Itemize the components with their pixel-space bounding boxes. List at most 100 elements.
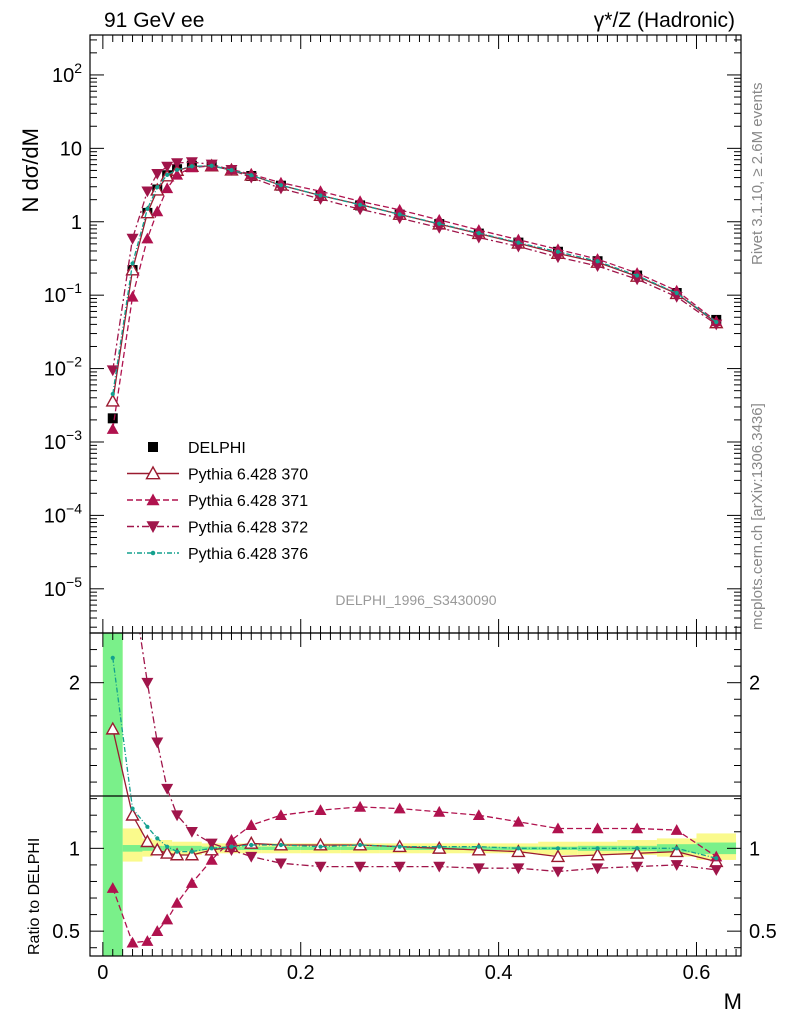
main-point-p370 (140, 205, 155, 219)
ratio-point-p370 (511, 844, 526, 858)
ratio-point-p376 (155, 836, 160, 841)
main-point-p376 (476, 231, 481, 236)
ratio-point-p370 (169, 847, 185, 861)
main-frame (89, 34, 742, 634)
ratio-point-p372 (433, 861, 446, 873)
ratio-point-p372 (274, 858, 287, 870)
ratio-point-p370 (184, 847, 200, 861)
main-point-p376 (209, 163, 214, 168)
ratio-y-tick-label-right: 0.5 (749, 921, 777, 943)
main-point-p376 (249, 173, 254, 178)
ratio-x-tick-label: 0.4 (485, 962, 513, 984)
main-point-p372 (106, 365, 119, 377)
ratio-point-p371 (591, 822, 604, 834)
ratio-point-p376 (174, 849, 180, 854)
main-point-p376 (555, 249, 561, 254)
legend-item-p372: Pythia 6.428 372 (127, 520, 308, 537)
main-point-p371 (126, 290, 139, 302)
ratio-y-tick-label-right: 2 (749, 673, 760, 695)
ratio-point-p371 (106, 882, 119, 893)
legend-label: DELPHI (188, 440, 246, 457)
ratio-point-p370 (550, 849, 566, 863)
main-point-p376 (110, 391, 115, 397)
main-point-p371 (551, 243, 564, 255)
main-point-p371 (106, 423, 119, 434)
ratio-point-p376 (145, 824, 150, 829)
ratio-point-p372 (107, 264, 119, 275)
ratio-frame (89, 632, 742, 957)
ratio-point-p372 (127, 579, 139, 590)
legend-item-data: DELPHI (148, 440, 246, 457)
main-point-p371 (141, 232, 154, 244)
ratio-series-p376 (110, 655, 719, 861)
ratio-point-p376 (476, 844, 481, 849)
ratio-stat-band (102, 633, 123, 956)
ratio-point-p371 (171, 896, 184, 908)
main-y-tick-label: 10−5 (44, 574, 82, 601)
ratio-x-tick-label: 0 (97, 962, 108, 984)
main-point-p370 (125, 262, 140, 276)
main-point-p376 (714, 319, 719, 325)
ratio-point-p370 (159, 845, 175, 859)
ratio-y-tick-label: 1 (69, 838, 80, 860)
rivet-side-label: Rivet 3.1.10, ≥ 2.6M events (749, 83, 766, 266)
main-point-p372 (710, 319, 723, 331)
ratio-point-p371 (512, 815, 525, 827)
ratio-line-p376 (112, 657, 717, 859)
ratio-point-p376 (516, 846, 521, 851)
legend-marker (145, 465, 161, 480)
main-point-p371 (433, 213, 446, 225)
ratio-line-p372 (139, 633, 717, 873)
main-point-p376 (155, 185, 160, 190)
main-point-p372 (245, 172, 258, 184)
main-point-p372 (354, 204, 367, 216)
main-point-p371 (151, 205, 164, 217)
ratio-point-p371 (151, 925, 164, 936)
main-point-p376 (229, 168, 234, 173)
ratio-point-p371 (205, 853, 218, 865)
ratio-point-p376 (130, 806, 135, 811)
ratio-point-p372 (670, 860, 683, 871)
main-point-p372 (551, 252, 564, 264)
main-point-p371 (314, 185, 327, 197)
ratio-point-p370 (105, 721, 120, 735)
ratio-point-p372 (472, 863, 485, 875)
main-y-tick-label: 102 (52, 60, 82, 87)
ratio-x-tick-label: 0.6 (683, 962, 711, 984)
legend-item-p376: Pythia 6.428 376 (127, 546, 308, 563)
ratio-point-p370 (590, 847, 605, 861)
legend-label: Pythia 6.428 371 (188, 493, 308, 510)
main-point-p376 (437, 221, 442, 226)
ratio-point-p372 (151, 737, 164, 749)
ratio-point-p372 (591, 863, 604, 875)
legend-marker (146, 521, 160, 533)
ratio-point-p372 (171, 810, 184, 822)
ratio-point-p372 (225, 845, 238, 856)
main-point-p372 (512, 241, 525, 253)
main-point-p372 (171, 158, 184, 170)
main-line-p372 (112, 161, 717, 371)
legend: DELPHI Pythia 6.428 370 Pythia 6.428 371 Py… (127, 440, 308, 563)
legend-marker (146, 493, 160, 506)
ratio-point-p376 (674, 846, 679, 851)
main-point-p372 (274, 183, 287, 195)
main-point-p372 (141, 186, 154, 198)
ratio-point-p376 (318, 844, 323, 849)
ratio-point-p371 (274, 809, 287, 821)
ratio-point-p372 (185, 826, 198, 838)
ratio-point-p371 (670, 824, 683, 835)
main-point-p370 (105, 393, 120, 407)
ratio-point-p372 (710, 865, 723, 876)
ratio-point-p372 (393, 861, 406, 873)
ratio-point-p376 (437, 844, 442, 849)
ratio-series-layer (105, 264, 724, 948)
ratio-point-p372 (631, 861, 644, 873)
ratio-line-p371 (112, 806, 717, 944)
main-point-p371 (472, 224, 485, 235)
ratio-point-p370 (669, 844, 684, 858)
main-series-layer (105, 157, 724, 434)
ratio-point-p370 (150, 842, 165, 856)
legend-marker (148, 442, 158, 452)
legend-item-p371: Pythia 6.428 371 (127, 493, 308, 510)
main-line-p370 (112, 165, 717, 402)
